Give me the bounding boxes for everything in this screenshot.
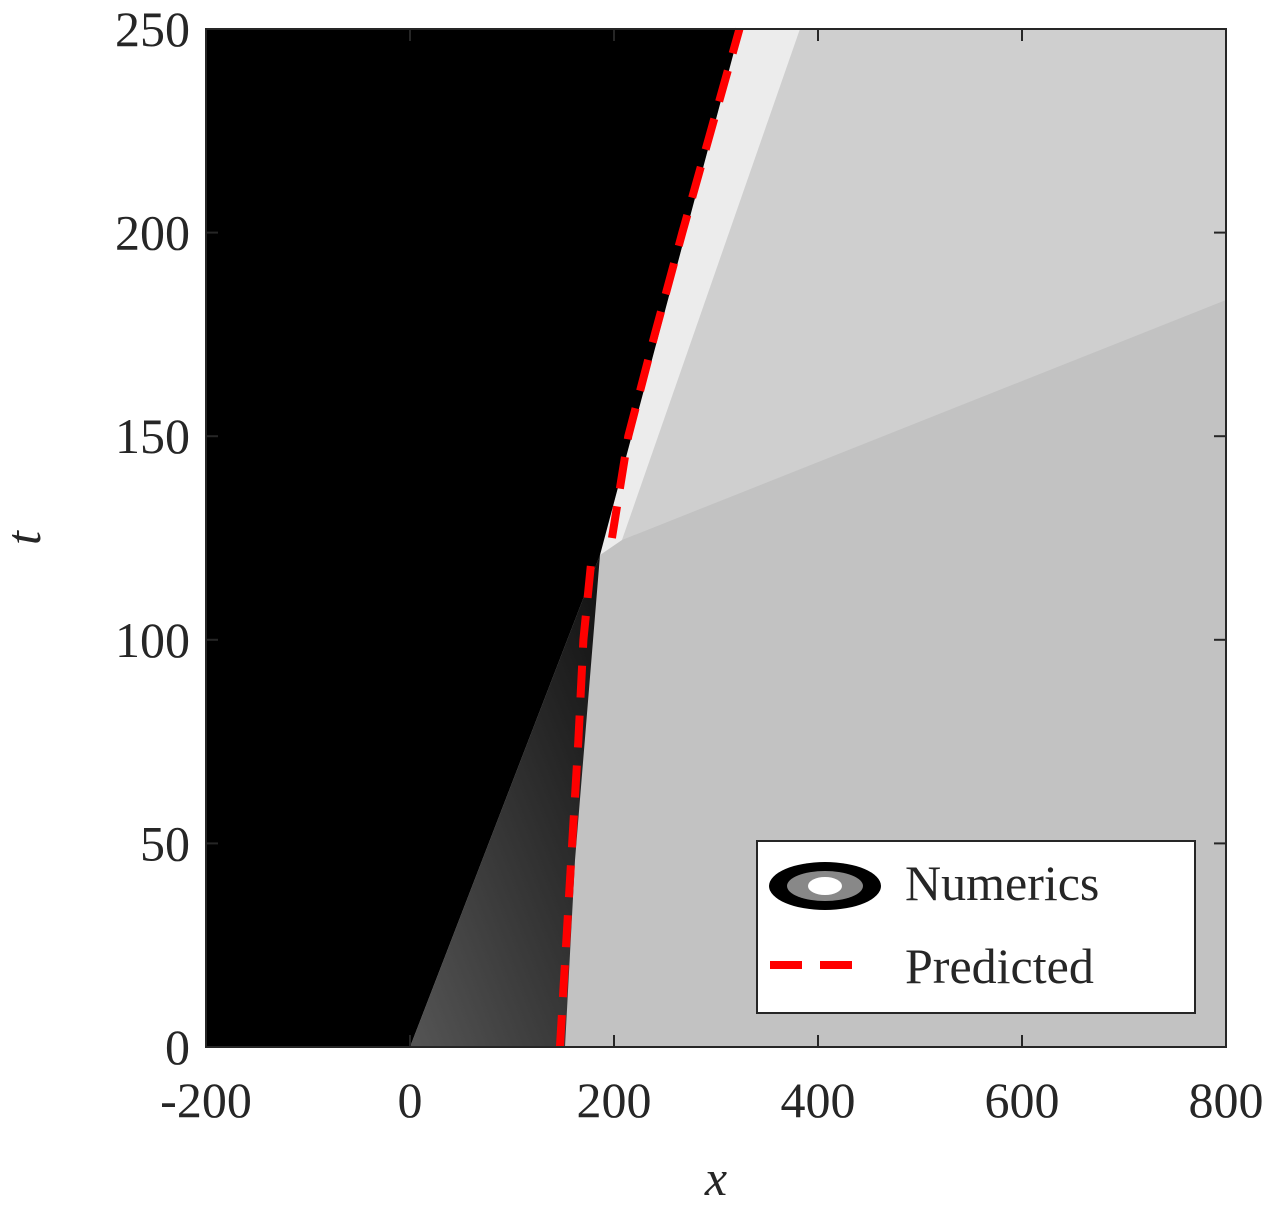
y-tick-label: 250 (115, 1, 190, 57)
dark-region (206, 29, 740, 1047)
x-tick-label: 0 (398, 1072, 423, 1128)
bright-band (600, 29, 800, 555)
x-tick-label: -200 (160, 1072, 252, 1128)
plot (555, 27, 744, 1048)
y-tick-label: 200 (115, 205, 190, 261)
fan-light (622, 29, 1226, 540)
y-tick-label: 150 (115, 408, 190, 464)
x-tick-label: 800 (1189, 1072, 1264, 1128)
dark-fan (410, 555, 600, 1047)
density-image (206, 29, 1226, 1047)
y-tick-label: 50 (140, 815, 190, 871)
y-tick-label: 0 (165, 1019, 190, 1075)
x-axis-label: x (704, 1150, 727, 1206)
legend-icon (808, 877, 842, 895)
x-tick-label: 200 (577, 1072, 652, 1128)
x-tick-label: 600 (985, 1072, 1060, 1128)
legend: Numerics Predicted (756, 840, 1196, 1014)
legend-label: Numerics (905, 855, 1099, 911)
y-tick-label: 100 (115, 612, 190, 668)
legend-box (756, 840, 1196, 1014)
x-tick-label: 400 (781, 1072, 856, 1128)
y-axis-label: t (0, 530, 51, 545)
axes-box (205, 28, 1227, 1048)
legend-label: Predicted (905, 938, 1094, 994)
predicted-line (555, 27, 744, 1048)
